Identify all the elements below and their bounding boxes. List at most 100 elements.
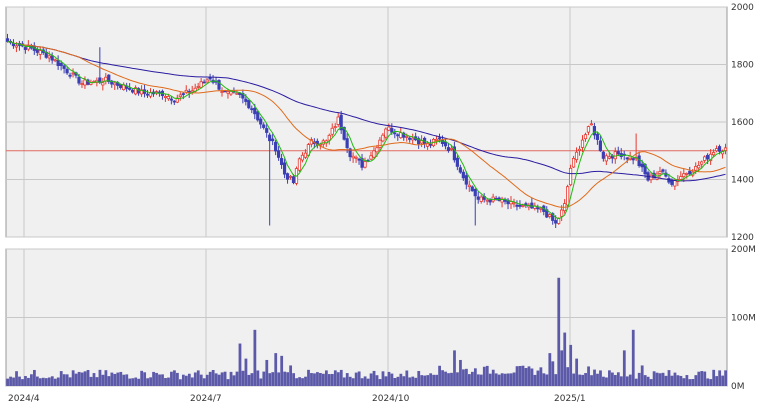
volume-bar xyxy=(327,374,331,386)
candle-body xyxy=(53,59,57,62)
volume-bar xyxy=(319,373,322,386)
candle-body xyxy=(357,158,361,161)
volume-bar xyxy=(80,372,84,386)
volume-bar xyxy=(664,375,668,386)
volume-tick-label: 100M xyxy=(731,314,756,324)
candle-body xyxy=(577,148,582,151)
volume-bar xyxy=(661,372,665,386)
volume-bar xyxy=(24,376,27,386)
volume-bar xyxy=(125,374,129,386)
volume-bar xyxy=(652,371,656,386)
volume-bar xyxy=(593,369,596,386)
candle-body xyxy=(247,100,251,109)
volume-bar xyxy=(721,375,725,386)
candle-body xyxy=(586,126,591,133)
volume-bar xyxy=(453,350,456,386)
volume-bar xyxy=(41,377,45,386)
candle-body xyxy=(515,204,519,207)
volume-bar xyxy=(161,374,164,386)
volume-bar xyxy=(280,355,284,386)
volume-bar xyxy=(578,374,582,386)
volume-bar xyxy=(530,368,534,386)
volume-bar xyxy=(640,365,644,386)
volume-bar xyxy=(176,372,179,386)
candle-body xyxy=(202,81,206,84)
volume-bar xyxy=(628,374,632,386)
volume-bar xyxy=(539,367,543,386)
volume-bar xyxy=(637,372,641,386)
volume-bar xyxy=(220,372,224,386)
candle-body xyxy=(488,199,492,203)
candle-body xyxy=(551,213,555,221)
volume-bar xyxy=(65,374,69,386)
volume-bar xyxy=(101,374,105,386)
volume-bar xyxy=(685,375,689,386)
volume-bar xyxy=(619,376,623,386)
volume-bar xyxy=(581,374,584,386)
volume-bar xyxy=(107,376,111,386)
volume-bar xyxy=(158,374,161,386)
candle-body xyxy=(291,176,296,184)
candle-body xyxy=(598,140,602,152)
volume-bar xyxy=(703,371,707,386)
volume-bar xyxy=(506,373,510,386)
volume-bar xyxy=(53,378,57,386)
volume-bar xyxy=(307,369,310,386)
candle-body xyxy=(363,161,367,168)
volume-bar xyxy=(649,379,653,386)
volume-bar xyxy=(420,375,424,386)
candle-body xyxy=(411,137,415,141)
volume-bar xyxy=(545,374,549,386)
volume-bar xyxy=(283,371,287,386)
candle-body xyxy=(625,157,629,160)
x-tick-label: 2024/10 xyxy=(372,394,410,404)
volume-bar xyxy=(381,371,385,386)
candle-body xyxy=(640,163,644,168)
candle-body xyxy=(661,169,665,172)
candle-body xyxy=(479,196,483,202)
candle-body xyxy=(354,156,358,159)
volume-bar xyxy=(173,370,176,386)
volume-bar xyxy=(348,376,352,386)
volume-bar xyxy=(613,374,617,386)
volume-bar xyxy=(265,359,269,386)
candle-body xyxy=(172,100,176,103)
volume-bar xyxy=(611,372,614,386)
candle-body xyxy=(446,147,451,151)
volume-bar xyxy=(12,377,15,386)
volume-bar xyxy=(715,376,719,386)
volume-bar xyxy=(366,378,370,386)
volume-bar xyxy=(560,350,564,386)
volume-bar xyxy=(77,371,81,386)
volume-bar xyxy=(503,373,507,386)
volume-bar xyxy=(575,358,579,386)
volume-bar xyxy=(590,375,593,386)
price-panel: 1200 1400 1600 1800 2000 xyxy=(5,3,754,243)
volume-bar xyxy=(214,373,218,386)
candle-body xyxy=(369,155,373,160)
volume-bar xyxy=(673,372,677,386)
volume-bar xyxy=(608,370,611,386)
candle-body xyxy=(190,90,194,93)
volume-bar xyxy=(149,377,152,386)
volume-bar xyxy=(9,376,12,386)
volume-bar xyxy=(232,375,236,386)
volume-bar xyxy=(324,370,328,386)
candle-body xyxy=(455,157,459,167)
volume-bar xyxy=(372,370,376,386)
volume-bar xyxy=(470,371,474,386)
volume-bar xyxy=(435,374,439,386)
volume-bar xyxy=(113,373,117,386)
volume-bar xyxy=(83,371,87,386)
candle-body xyxy=(512,202,516,205)
volume-bar xyxy=(33,369,36,386)
candle-body xyxy=(208,77,212,80)
volume-bar xyxy=(95,377,99,386)
volume-bar xyxy=(396,376,400,386)
candle-body xyxy=(277,150,281,158)
volume-bar xyxy=(724,370,727,386)
volume-bar xyxy=(18,376,21,386)
volume-bar xyxy=(6,378,9,386)
candle-body xyxy=(35,48,39,53)
volume-bar xyxy=(524,368,528,386)
